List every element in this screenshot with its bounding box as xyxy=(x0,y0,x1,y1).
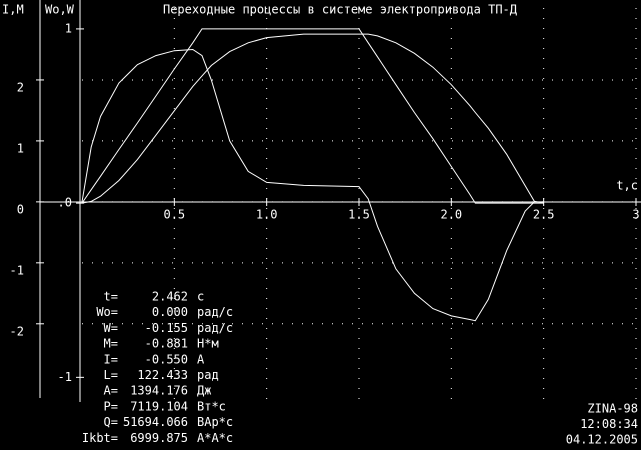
readout-label: W= xyxy=(104,321,118,335)
readout-label: Ikbt= xyxy=(82,431,118,445)
y-tick-label: -1 xyxy=(10,263,24,277)
readout-label: Q= xyxy=(104,415,118,429)
readout-value: -0.155 xyxy=(145,321,188,335)
y-tick-label: 0 xyxy=(17,202,24,216)
y-axis-label: I,M xyxy=(2,3,24,17)
readout-unit: A xyxy=(197,352,205,366)
footer-text: ZINA-98 xyxy=(587,402,638,416)
y-tick-label: 1 xyxy=(17,141,24,155)
x-tick-label: 3 xyxy=(632,208,639,222)
readout-label: A= xyxy=(104,384,118,398)
series-line xyxy=(81,48,544,322)
readout-label: Wo= xyxy=(96,305,118,319)
readout-unit: c xyxy=(197,290,204,304)
readout-value: 2.462 xyxy=(152,290,188,304)
y-tick-label: -2 xyxy=(10,324,24,338)
readout-value: -0.550 xyxy=(145,352,188,366)
readout-value: 6999.875 xyxy=(130,431,188,445)
footer-text: 04.12.2005 xyxy=(566,433,638,447)
y2-tick-label: .0 xyxy=(58,196,72,210)
series-line xyxy=(81,33,544,204)
readout-label: t= xyxy=(104,290,118,304)
readout-label: L= xyxy=(104,368,118,382)
readout-value: -0.881 xyxy=(145,337,188,351)
readout-unit: ВАр*с xyxy=(197,415,233,429)
readout-label: I= xyxy=(104,352,118,366)
readout-unit: рад/с xyxy=(197,305,233,319)
readout-label: M= xyxy=(104,337,118,351)
readout-value: 122.433 xyxy=(137,368,188,382)
y-tick-label: 2 xyxy=(17,80,24,94)
readout-value: 7119.104 xyxy=(130,399,188,413)
readout-label: P= xyxy=(104,399,118,413)
x-tick-label: 2.0 xyxy=(440,208,462,222)
readout-value: 1394.176 xyxy=(130,384,188,398)
chart-title: Переходные процессы в системе электропри… xyxy=(163,3,518,17)
x-tick-label: 1.0 xyxy=(256,208,278,222)
footer-text: 12:08:34 xyxy=(580,417,638,431)
y2-tick-label: 1 xyxy=(65,21,72,35)
readout-value: 0.000 xyxy=(152,305,188,319)
readout-unit: A*A*c xyxy=(197,431,233,445)
readout-unit: рад/с xyxy=(197,321,233,335)
readout-unit: Дж xyxy=(197,384,211,398)
x-tick-label: 2.5 xyxy=(533,208,555,222)
readout-unit: рад xyxy=(197,368,219,382)
x-tick-label: 1.5 xyxy=(348,208,370,222)
y2-axis-label: Wo,W xyxy=(45,3,75,17)
readout-value: 51694.066 xyxy=(123,415,188,429)
readout-unit: Вт*с xyxy=(197,399,226,413)
series-line xyxy=(81,28,544,204)
y2-tick-label: -1 xyxy=(58,370,72,384)
x-tick-label: 0.5 xyxy=(163,208,185,222)
x-axis-label: t,c xyxy=(616,179,638,193)
readout-unit: Н*м xyxy=(197,337,219,351)
